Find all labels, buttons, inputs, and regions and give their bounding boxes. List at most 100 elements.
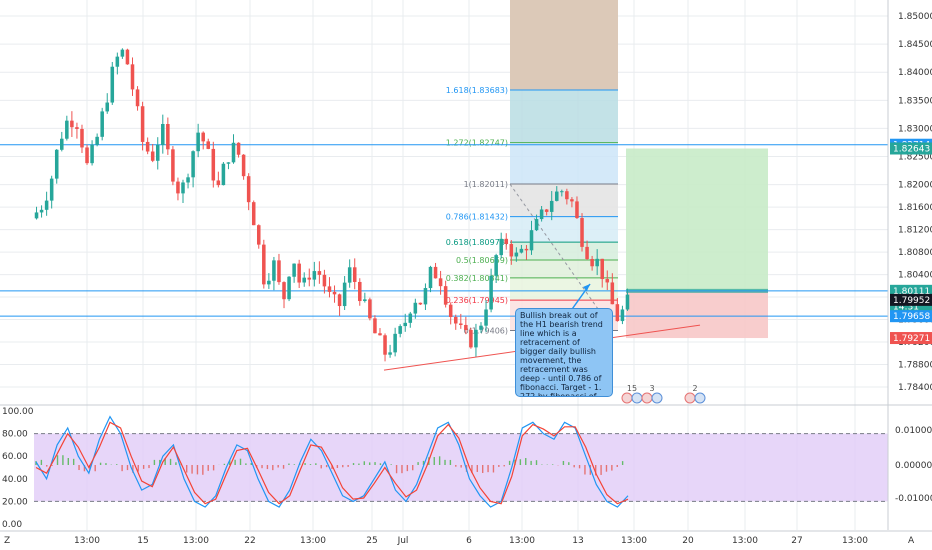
y-tick-label: 1.80800 bbox=[898, 248, 932, 258]
y-tick-label: 1.78400 bbox=[898, 383, 932, 393]
candle-body bbox=[453, 316, 458, 324]
candle-body bbox=[186, 177, 190, 183]
fib-zone bbox=[510, 142, 618, 185]
x-tick-label: 13:00 bbox=[732, 536, 758, 546]
candle-body bbox=[34, 212, 39, 219]
candle-body bbox=[302, 277, 306, 283]
candle-body bbox=[600, 258, 604, 280]
osc-tick-label: 100.00 bbox=[2, 407, 34, 417]
candle-body bbox=[358, 281, 362, 302]
candle-body bbox=[150, 151, 155, 161]
candle-body bbox=[504, 238, 509, 244]
candle-body bbox=[383, 335, 387, 355]
y-tick-label: 1.85000 bbox=[898, 12, 932, 22]
x-tick-label: 22 bbox=[244, 536, 255, 546]
candle-body bbox=[307, 277, 312, 280]
candle-body bbox=[267, 280, 271, 285]
candle-body bbox=[277, 260, 281, 283]
candle-body bbox=[398, 326, 402, 334]
candle-body bbox=[145, 141, 150, 152]
long-position-tool[interactable] bbox=[626, 148, 768, 339]
candle-body bbox=[196, 132, 200, 152]
candle-body bbox=[80, 128, 84, 148]
price-tag-box bbox=[890, 142, 932, 155]
candle-body bbox=[130, 64, 135, 90]
candle-body bbox=[70, 120, 74, 128]
candle-body bbox=[514, 252, 519, 257]
candle-body bbox=[494, 255, 498, 276]
osc-right-tick-label: 0.01000 bbox=[895, 426, 932, 436]
candle-body bbox=[75, 127, 79, 129]
event-count: 15 bbox=[627, 384, 637, 393]
candle-body bbox=[428, 266, 433, 289]
candle-body bbox=[368, 299, 372, 319]
candle-body bbox=[292, 263, 296, 277]
candle-body bbox=[120, 49, 125, 57]
candle-body bbox=[438, 278, 443, 287]
candle-body bbox=[221, 163, 226, 186]
candle-body bbox=[191, 151, 195, 178]
candle-body bbox=[317, 271, 322, 275]
candle-body bbox=[615, 304, 620, 322]
x-tick-label: 20 bbox=[682, 536, 694, 546]
fibonacci-retracement[interactable]: 1.618(1.83683) 1.272(1.82747) 1(1.82011) 0.… bbox=[446, 0, 618, 335]
price-tag-box bbox=[890, 310, 932, 323]
event-badges[interactable]: 15 3 2 bbox=[621, 384, 706, 404]
candle-body bbox=[262, 244, 266, 285]
candle-body bbox=[534, 219, 539, 231]
x-tick-label: 13:00 bbox=[509, 536, 535, 546]
x-tick-label: 13:00 bbox=[74, 536, 100, 546]
fib-zone bbox=[510, 216, 618, 243]
candle-body bbox=[226, 162, 231, 164]
x-tick-label: 27 bbox=[791, 536, 802, 546]
price-tag-box bbox=[890, 284, 932, 297]
candle-body bbox=[448, 304, 453, 317]
candle-body bbox=[443, 286, 448, 305]
candle-body bbox=[256, 225, 261, 245]
fib-level-label: 1(1.82011) bbox=[464, 180, 508, 189]
candle-body bbox=[570, 199, 574, 202]
auto-scale-label[interactable]: A bbox=[908, 536, 915, 546]
candle-body bbox=[585, 246, 589, 260]
candle-body bbox=[105, 102, 110, 112]
candle-body bbox=[181, 182, 185, 194]
timezone-label[interactable]: Z bbox=[4, 536, 10, 546]
candle-body bbox=[272, 260, 276, 281]
candle-body bbox=[251, 202, 256, 226]
candle-body bbox=[484, 309, 488, 326]
idea-note-text: Bullish break out of the H1 bearish tren… bbox=[520, 311, 603, 397]
position-profit-zone bbox=[626, 148, 768, 291]
event-badge-icon bbox=[651, 392, 663, 404]
stoch-k-line bbox=[35, 415, 629, 508]
fib-level-label: 1.272(1.82747) bbox=[446, 139, 508, 148]
candle-body bbox=[590, 259, 594, 267]
candle-body bbox=[464, 324, 468, 331]
fib-level-label: 0.382(1.80341) bbox=[446, 274, 508, 283]
position-loss-zone bbox=[626, 290, 768, 339]
candle-body bbox=[297, 263, 301, 283]
candle-body bbox=[231, 142, 236, 163]
osc-tick-label: 0.00 bbox=[2, 520, 22, 530]
candle-body bbox=[580, 218, 584, 247]
price-tag-label: 1.79271 bbox=[893, 334, 930, 344]
candle-body bbox=[110, 66, 115, 103]
osc-tick-label: 20.00 bbox=[2, 497, 28, 507]
candle-body bbox=[287, 276, 291, 300]
price-tag-label: 14:31 bbox=[893, 303, 919, 313]
candle-body bbox=[625, 294, 630, 310]
candle-body bbox=[65, 120, 69, 139]
y-tick-label: 1.84000 bbox=[898, 68, 932, 78]
candle-body bbox=[575, 201, 579, 219]
y-tick-label: 1.82000 bbox=[898, 181, 932, 191]
candle-body bbox=[509, 243, 514, 257]
candle-body bbox=[312, 271, 317, 280]
candle-body bbox=[479, 325, 483, 330]
event-count: 2 bbox=[692, 384, 697, 393]
candle-body bbox=[413, 302, 418, 314]
y-tick-label: 1.83500 bbox=[898, 96, 932, 106]
candle-body bbox=[489, 275, 493, 310]
candle-body bbox=[125, 49, 130, 65]
idea-note[interactable]: Bullish break out of the H1 bearish tren… bbox=[515, 308, 613, 397]
candle-body bbox=[610, 282, 615, 305]
